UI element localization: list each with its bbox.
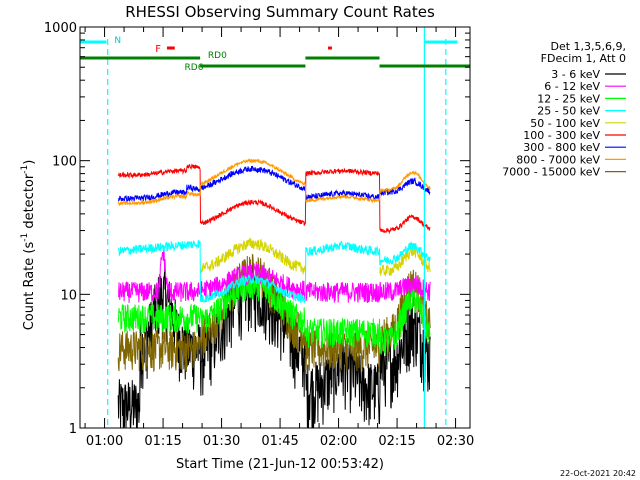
legend-label: 800 - 7000 keV [516, 153, 600, 166]
y-axis-label-sup1: -1 [20, 233, 30, 242]
y-axis-label-end: ) [22, 160, 37, 165]
series-line-7 [117, 157, 431, 207]
legend: Det 1,3,5,6,9,FDecim 1, Att 0 3 - 6 keV6 … [502, 40, 626, 179]
y-tick-label: 10 [60, 288, 77, 303]
saa-label-rd6: RD6 [185, 63, 204, 73]
y-axis-label-mid: detector [22, 173, 37, 233]
x-tick-label: 02:15 [378, 434, 415, 449]
x-axis-label: Start Time (21-Jun-12 00:53:42) [176, 457, 384, 472]
legend-label: 3 - 6 keV [551, 68, 600, 81]
x-tick-label: 01:00 [86, 434, 123, 449]
legend-label: 7000 - 15000 keV [502, 166, 600, 179]
legend-header: FDecim 1, Att 0 [541, 52, 626, 65]
y-tick-label: 1 [69, 422, 77, 437]
legend-label: 100 - 300 keV [523, 129, 600, 142]
x-tick-label: 02:00 [320, 434, 357, 449]
saa-label-rd0: RD0 [208, 51, 227, 61]
axes-frame [79, 26, 471, 429]
series-line-1 [117, 246, 431, 304]
legend-label: 6 - 12 keV [544, 80, 600, 93]
legend-header: Det 1,3,5,6,9, [550, 40, 626, 53]
x-tick-label: 01:45 [261, 434, 298, 449]
y-axis-label-sup2: -1 [20, 165, 30, 174]
y-tick-label: 1000 [44, 21, 77, 36]
x-tick-label: 02:30 [437, 434, 474, 449]
y-axis-label-main: Count Rate (s [22, 242, 37, 331]
x-tick-label: 01:15 [144, 434, 181, 449]
legend-label: 12 - 25 keV [537, 92, 600, 105]
night-label: N [114, 36, 121, 46]
legend-label: 50 - 100 keV [530, 117, 600, 130]
series-line-2 [117, 271, 431, 357]
series-line-3 [117, 240, 431, 304]
series-line-5 [117, 163, 431, 235]
chart-title: RHESSI Observing Summary Count Rates [125, 3, 435, 21]
y-axis-label: Count Rate (s-1 detector-1) [20, 160, 37, 331]
footer-date: 22-Oct-2021 20:42 [560, 469, 636, 478]
axes: 1 10 100 1000 01:00 01:15 01:30 01:45 02:00 02:15… [44, 21, 474, 449]
data-lines: N F RD0 RD6 [80, 27, 470, 428]
series-line-4 [200, 237, 431, 277]
legend-label: 300 - 800 keV [523, 141, 600, 154]
plot-area: N F RD0 RD6 [80, 27, 470, 428]
flare-label: F [155, 44, 161, 55]
y-tick-label: 100 [52, 155, 77, 170]
legend-label: 25 - 50 keV [537, 105, 600, 118]
x-tick-label: 01:30 [203, 434, 240, 449]
